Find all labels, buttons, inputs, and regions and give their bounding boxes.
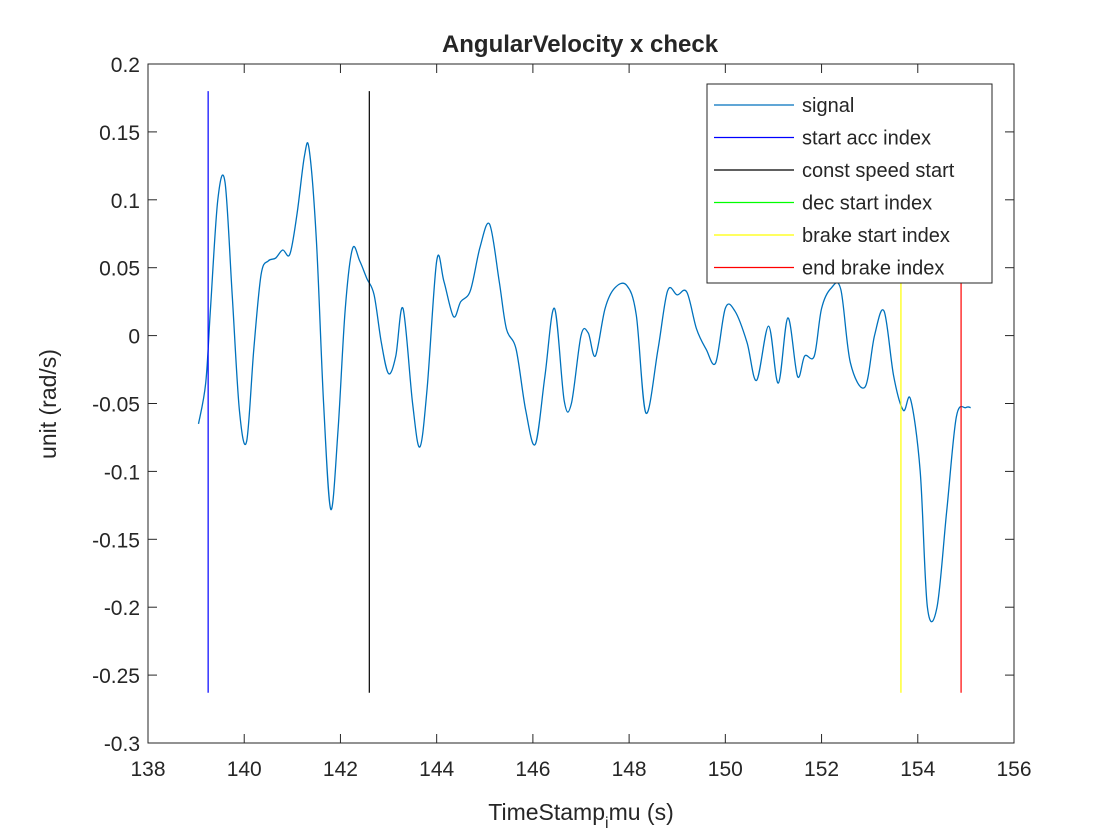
y-tick-label: 0.1 — [111, 190, 140, 213]
x-tick-label: 152 — [804, 758, 839, 781]
y-axis-ticks: -0.3 -0.25 -0.2 -0.15 -0.1 -0.05 0 0.05 0.1 0.15 0… — [92, 54, 1014, 756]
chart-title: AngularVelocity x check — [442, 31, 719, 58]
x-axis-ticks: 138 140 142 144 146 148 150 152 154 156 — [130, 64, 1032, 781]
x-tick-label: 146 — [515, 758, 550, 781]
y-tick-label: -0.2 — [104, 597, 140, 620]
x-tick-label: 150 — [708, 758, 743, 781]
y-tick-label: -0.25 — [92, 665, 140, 688]
x-axis-label: TimeStampimu (s) — [488, 799, 673, 832]
legend-box — [706, 83, 993, 284]
x-tick-label: 144 — [419, 758, 454, 781]
legend: signal start acc index const speed start de… — [706, 83, 993, 284]
x-axis-label-subscript: i — [605, 815, 609, 832]
y-tick-label: 0.2 — [111, 54, 140, 77]
y-tick-label: -0.05 — [92, 394, 140, 417]
x-tick-label: 140 — [227, 758, 262, 781]
y-tick-label: 0.05 — [99, 258, 140, 281]
y-axis-label: unit (rad/s) — [35, 349, 61, 459]
x-axis-label-main: TimeStamp — [488, 799, 605, 825]
legend-label: start acc index — [802, 128, 931, 150]
y-tick-label: 0.15 — [99, 122, 140, 145]
legend-label: brake start index — [802, 225, 950, 247]
x-tick-label: 156 — [996, 758, 1031, 781]
x-tick-label: 148 — [612, 758, 647, 781]
legend-label: dec start index — [802, 193, 932, 215]
y-tick-label: -0.15 — [92, 529, 140, 552]
legend-entries: signal start acc index const speed start de… — [714, 95, 955, 280]
x-tick-label: 142 — [323, 758, 358, 781]
y-tick-label: -0.3 — [104, 733, 140, 756]
marker-layer — [207, 91, 962, 693]
x-axis-label-tail: mu (s) — [609, 799, 674, 825]
x-tick-label: 154 — [900, 758, 935, 781]
legend-label: const speed start — [802, 160, 955, 182]
legend-label: signal — [802, 95, 854, 117]
y-tick-label: 0 — [128, 326, 140, 349]
series-line-signal — [197, 142, 971, 623]
legend-label: end brake index — [802, 258, 944, 280]
y-tick-label: -0.1 — [104, 461, 140, 484]
series-layer — [197, 142, 971, 623]
x-tick-label: 138 — [130, 758, 165, 781]
